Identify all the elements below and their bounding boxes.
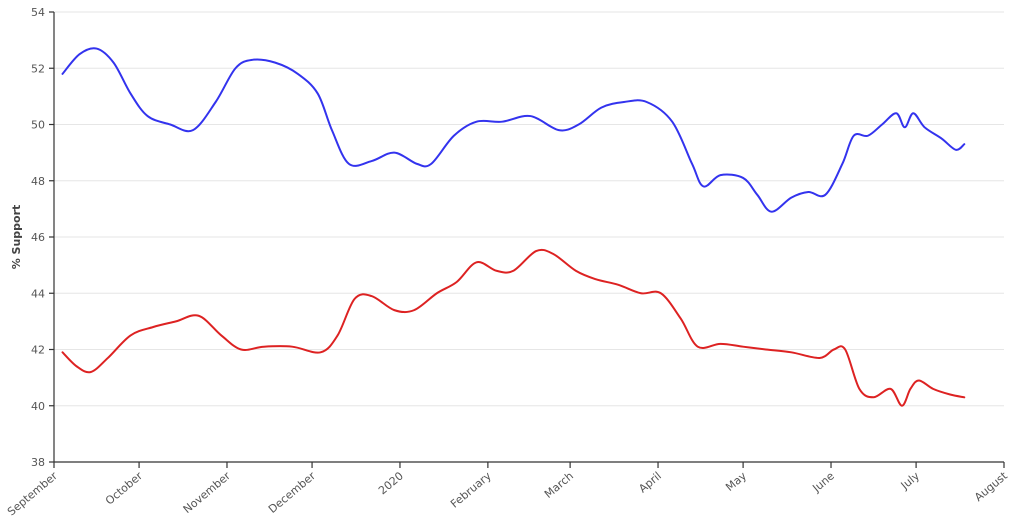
- x-tick-label: November: [181, 469, 234, 516]
- x-tick-label: October: [103, 469, 145, 508]
- axes: 38 40 42 44 46 48 50 52 54 September October Novemb…: [5, 6, 1010, 518]
- x-tick-label: 2020: [376, 469, 406, 497]
- x-tick-label: July: [898, 469, 923, 493]
- y-tick-label: 46: [31, 231, 45, 244]
- y-tick-label: 40: [31, 400, 45, 413]
- gridlines: [54, 11, 1004, 407]
- x-tick-label: June: [809, 469, 837, 495]
- x-tick-label: February: [448, 469, 494, 511]
- x-tick-label: December: [266, 469, 318, 516]
- y-tick-label: 38: [31, 456, 45, 469]
- x-tick-label: August: [972, 469, 1010, 504]
- y-tick-label: 50: [31, 119, 45, 132]
- series-line-blue: [61, 47, 966, 213]
- series-lines: [61, 47, 966, 407]
- y-tick-label: 48: [31, 175, 45, 188]
- y-axis-label: % Support: [10, 205, 23, 270]
- x-tick-label: May: [723, 469, 749, 494]
- x-tick-label: April: [636, 469, 664, 495]
- y-tick-label: 42: [31, 344, 45, 357]
- x-tick-label: March: [542, 469, 576, 501]
- y-tick-label: 52: [31, 62, 45, 75]
- y-tick-label: 44: [31, 287, 45, 300]
- y-tick-label: 54: [31, 6, 45, 19]
- x-tick-label: September: [5, 469, 60, 518]
- series-line-red: [61, 248, 966, 407]
